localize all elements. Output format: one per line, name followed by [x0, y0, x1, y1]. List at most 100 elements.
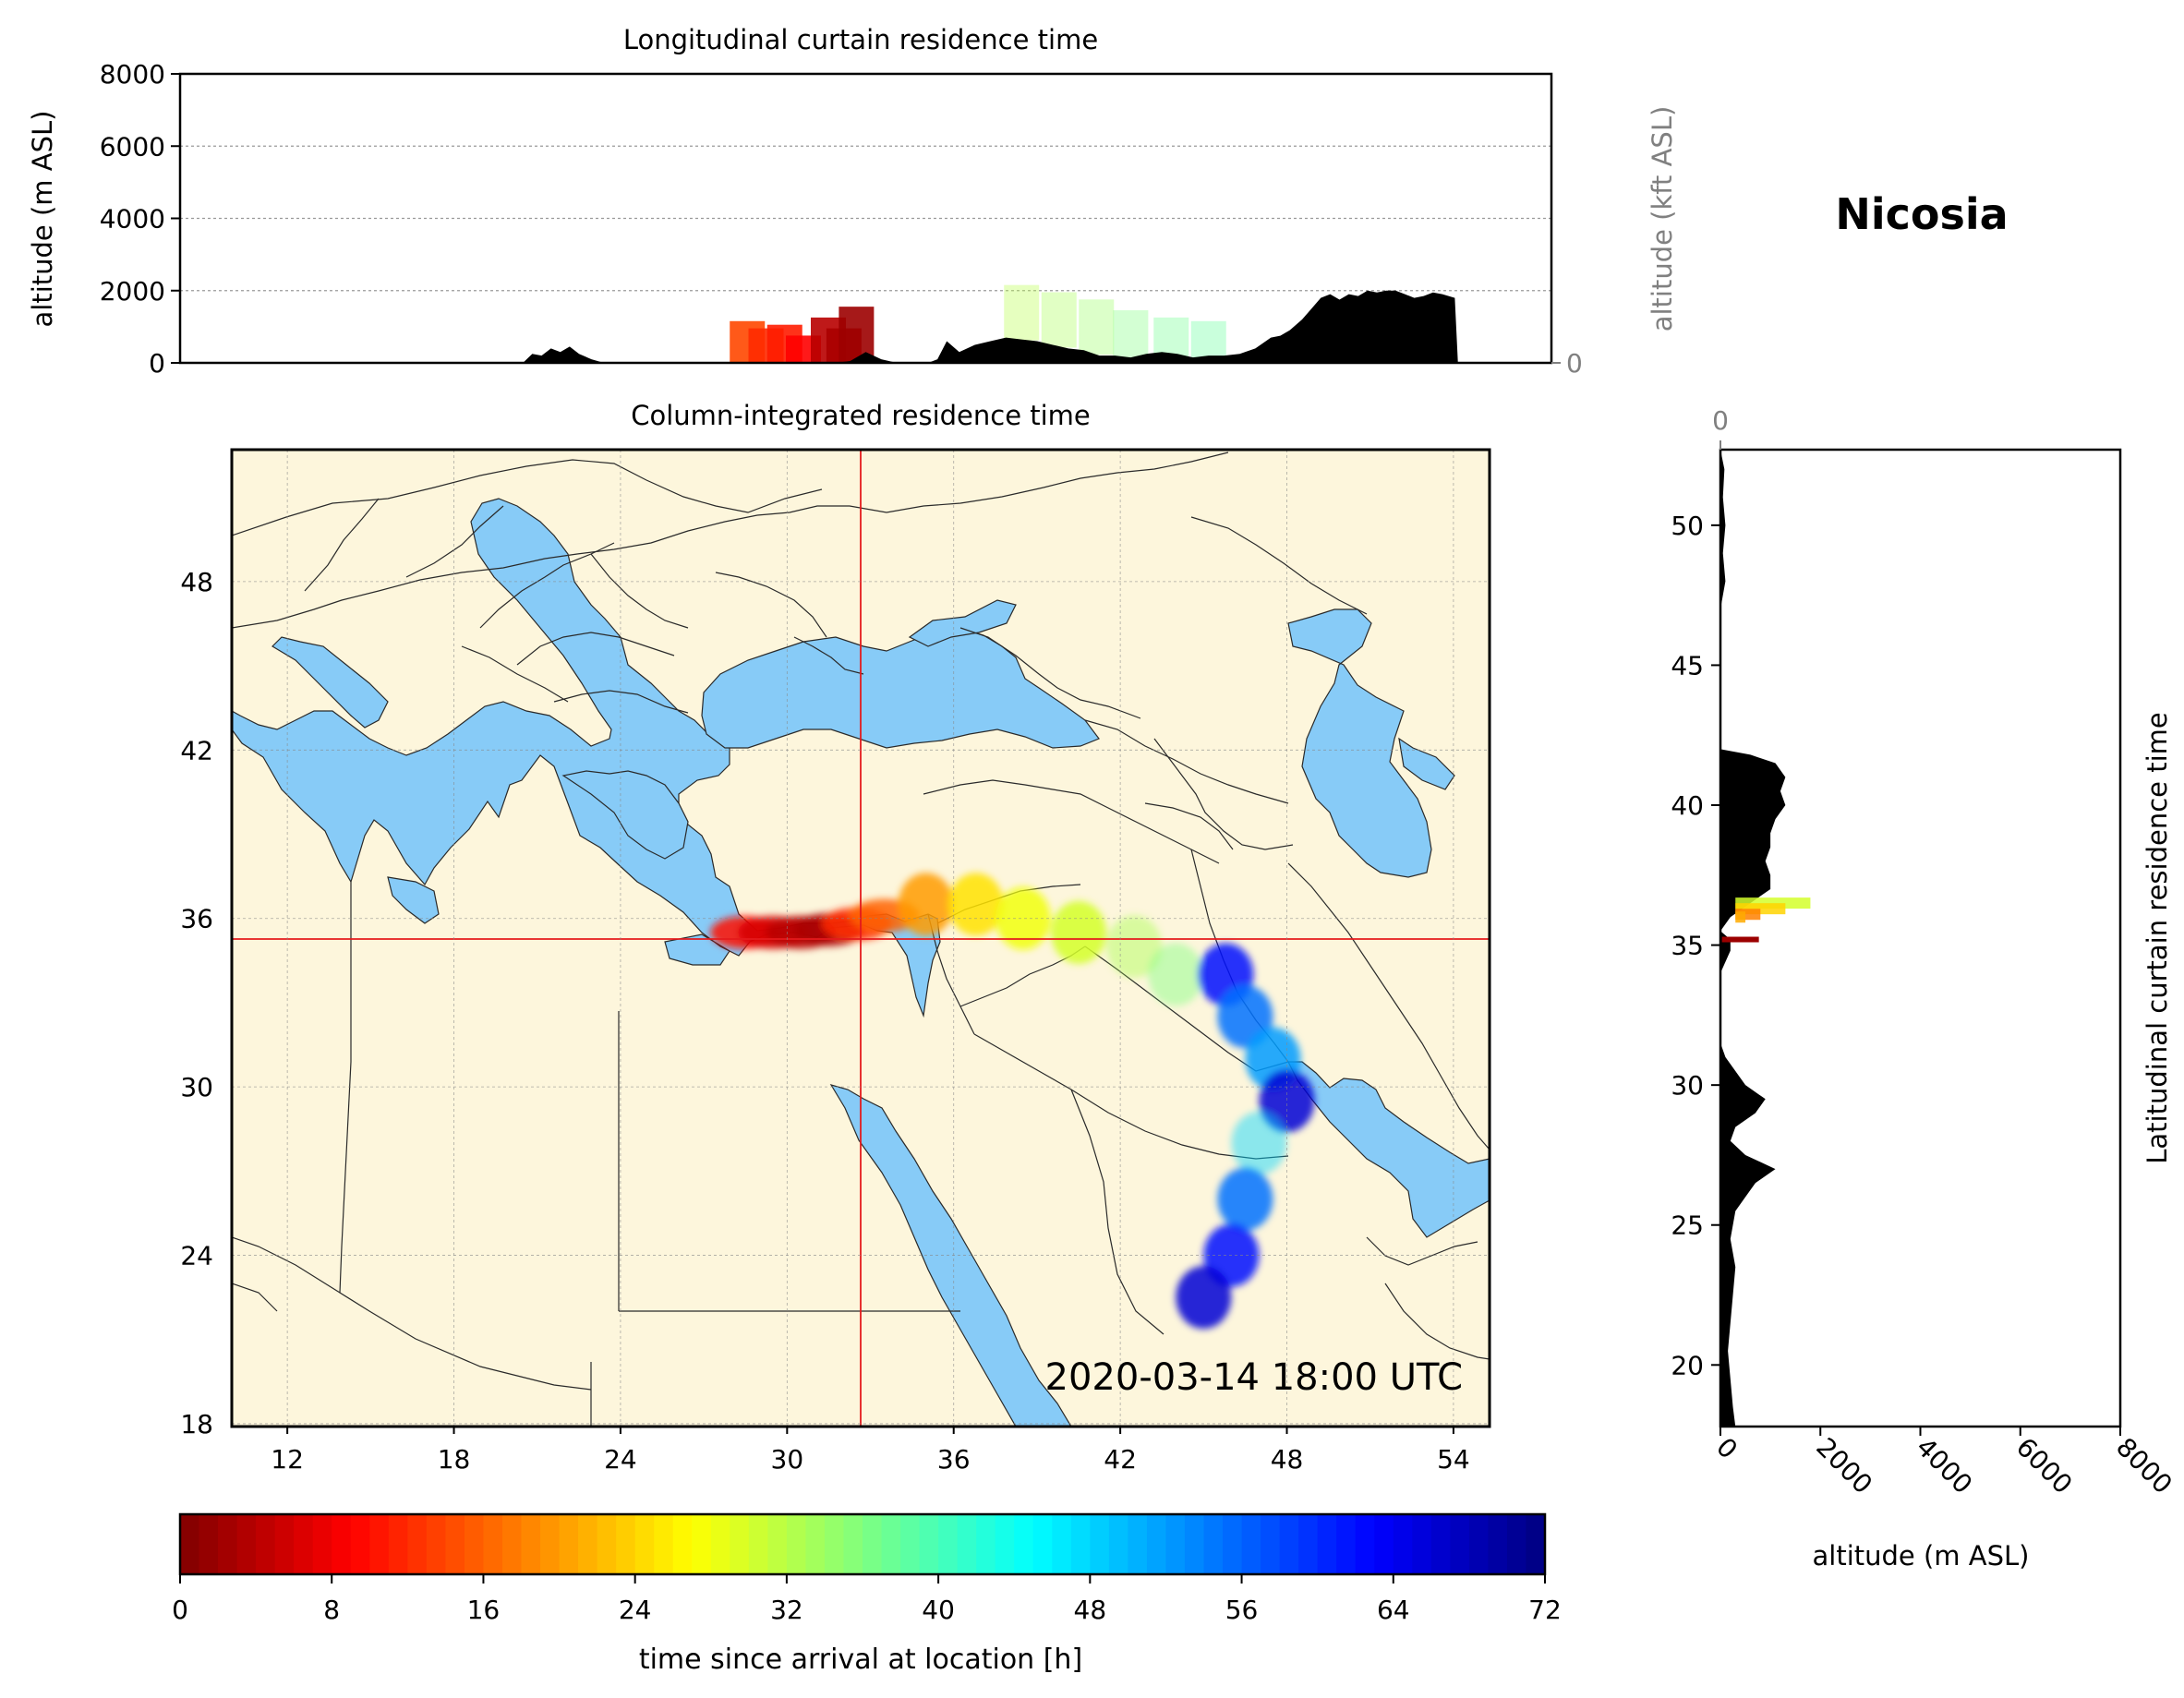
latitudinal-xlabel: altitude (m ASL): [1813, 1540, 2030, 1572]
colorbar-cell: [483, 1514, 503, 1574]
plume-cell: [947, 873, 1004, 936]
colorbar-cell: [274, 1514, 295, 1574]
lat-ytick-label: 45: [1671, 650, 1704, 680]
colorbar-cell: [1203, 1514, 1224, 1574]
colorbar-cell: [1317, 1514, 1337, 1574]
lat-ytick-label: 20: [1671, 1350, 1704, 1380]
map-x-ticks: 12 18 24 30 36 42 48 54: [271, 1427, 1470, 1475]
map-xtick-label: 48: [1271, 1444, 1304, 1475]
colorbar-cell: [843, 1514, 863, 1574]
timestamp-label: 2020-03-14 18:00 UTC: [1045, 1356, 1463, 1399]
latitudinal-top-ticks: 050100: [1712, 405, 1729, 450]
plume-cell: [1176, 1266, 1232, 1330]
colorbar-cell: [501, 1514, 523, 1574]
lat-particle: [1721, 936, 1759, 943]
map-ytick-label: 42: [180, 735, 213, 765]
colorbar-cell: [1450, 1514, 1470, 1574]
sea-areas: [232, 498, 1490, 1427]
latitudinal-terrain-profile: [1720, 450, 1786, 1427]
colorbar-cell: [1052, 1514, 1072, 1574]
longitudinal-y-ticks: 0 2000 4000 6000 8000: [100, 59, 180, 379]
top-right-tick-label: 0: [1566, 348, 1583, 379]
colorbar-cell: [578, 1514, 598, 1574]
colorbar-cell: [1488, 1514, 1508, 1574]
country-borders: [232, 452, 1490, 1427]
colorbar-tick-label: 40: [922, 1595, 955, 1625]
colorbar-cell: [1032, 1514, 1053, 1574]
colorbar-cell: [426, 1514, 446, 1574]
colorbar-cell: [767, 1514, 788, 1574]
map-panel: Column-integrated residence time: [180, 400, 1491, 1475]
colorbar-cell: [388, 1514, 408, 1574]
colorbar-tick-label: 0: [172, 1595, 188, 1625]
latitudinal-x-ticks: 0 2000 4000 6000 8000: [1710, 1427, 2178, 1499]
colorbar-cell: [464, 1514, 485, 1574]
sea-of-azov: [908, 599, 1017, 647]
longitudinal-gridlines: [180, 145, 1551, 292]
colorbar-cell: [672, 1514, 693, 1574]
latitudinal-particles: [1721, 897, 1811, 943]
map-xtick-label: 18: [438, 1444, 471, 1475]
colorbar-cell: [332, 1514, 352, 1574]
map-xtick-label: 24: [604, 1444, 637, 1475]
top-ytick-label: 0: [149, 348, 165, 379]
colorbar-cell: [236, 1514, 257, 1574]
colorbar-cell: [540, 1514, 561, 1574]
latitudinal-axes-frame: [1719, 448, 2122, 1428]
plume-cell: [1217, 1167, 1273, 1231]
colorbar-cell: [1526, 1514, 1546, 1574]
top-particle: [1041, 292, 1077, 348]
colorbar-cell: [218, 1514, 238, 1574]
aegean-sea: [561, 770, 689, 860]
longitudinal-curtain-panel: Longitudinal curtain residence time 0 200…: [27, 24, 1678, 379]
colorbar-cell: [938, 1514, 959, 1574]
colorbar-tick-label: 16: [467, 1595, 501, 1625]
lat-xtick-label: 6000: [2010, 1432, 2079, 1500]
colorbar-cell: [957, 1514, 977, 1574]
lat-xtick-label: 2000: [1810, 1432, 1878, 1500]
colorbar-cell: [805, 1514, 826, 1574]
plume-cell: [1106, 915, 1163, 979]
latitudinal-gridlines: [1719, 450, 1721, 1427]
colorbar-cell: [1014, 1514, 1034, 1574]
colorbar-cell: [1468, 1514, 1490, 1574]
colorbar-cell: [710, 1514, 730, 1574]
colorbar-cell: [1128, 1514, 1148, 1574]
lat-ytick-label: 35: [1671, 931, 1704, 961]
colorbar-cell: [1430, 1514, 1451, 1574]
colorbar-cell: [559, 1514, 579, 1574]
colorbar-cell: [1146, 1514, 1167, 1574]
top-particle: [1113, 310, 1149, 363]
map-ytick-label: 36: [180, 904, 213, 934]
colorbar-label: time since arrival at location [h]: [639, 1644, 1082, 1676]
longitudinal-ylabel: altitude (m ASL): [27, 111, 58, 328]
lat-ytick-label: 40: [1671, 790, 1704, 821]
colorbar-cell: [786, 1514, 807, 1574]
colorbar-cell: [730, 1514, 750, 1574]
top-ytick-label: 6000: [100, 131, 165, 162]
lat-ytick-label: 30: [1671, 1070, 1704, 1101]
colorbar-cell: [521, 1514, 541, 1574]
colorbar-cell: [199, 1514, 219, 1574]
colorbar-cell: [1261, 1514, 1281, 1574]
plume-cell: [995, 886, 1051, 950]
colorbar-cell: [824, 1514, 845, 1574]
colorbar-tick-label: 64: [1377, 1595, 1410, 1625]
colorbar-cell: [1070, 1514, 1091, 1574]
top-ytick-label: 8000: [100, 59, 165, 90]
colorbar-cell: [445, 1514, 465, 1574]
colorbar-cell: [1374, 1514, 1394, 1574]
map-xtick-label: 54: [1437, 1444, 1470, 1475]
lat-xtick-label: 8000: [2110, 1432, 2178, 1500]
colorbar-cell: [995, 1514, 1015, 1574]
longitudinal-title: Longitudinal curtain residence time: [623, 24, 1098, 55]
colorbar-cell: [407, 1514, 428, 1574]
longitudinal-right-ticks: 050100: [1551, 348, 1583, 379]
colorbar-frame: [178, 1512, 1547, 1576]
residence-time-plume: [710, 873, 1315, 1330]
map-ytick-label: 30: [180, 1072, 213, 1102]
colorbar-cell: [1506, 1514, 1527, 1574]
colorbar-cell: [1393, 1514, 1413, 1574]
colorbar-cell: [1336, 1514, 1357, 1574]
